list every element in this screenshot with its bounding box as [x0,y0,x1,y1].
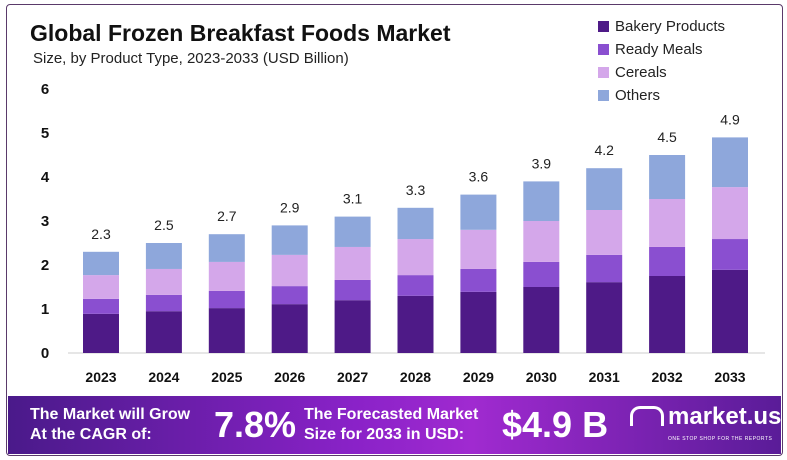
bar-segment-cereals [208,261,245,291]
chart-frame [6,4,783,456]
bar-segment-bakery-products [83,313,119,353]
cagr-label: The Market will Grow At the CAGR of: [30,406,191,443]
footer-banner: The Market will Grow At the CAGR of: 7.8%… [8,396,781,454]
bar-chart: 0 1 2 3 4 5 6 2.3 2023 2.5 2024 2.7 2025 2.9 2026 3.1 20… [41,81,765,385]
bar-segment-cereals [145,268,182,295]
chart-title: Global Frozen Breakfast Foods Market [30,20,451,46]
legend-item-bakery: Bakery Products [598,15,725,38]
x-tick-label: 2024 [148,369,179,385]
y-tick-label: 4 [41,169,50,186]
bar-total-label: 4.9 [720,111,740,127]
legend-swatch [598,67,609,78]
bar-segment-ready-meals [586,254,623,283]
bar-total-label: 2.9 [280,199,300,215]
bar-total-label: 4.5 [657,129,677,145]
bar-segment-others [397,207,434,240]
forecast-label: The Forecasted Market Size for 2033 in US… [304,406,479,443]
legend-item-others: Others [598,84,725,107]
x-tick-label: 2026 [274,369,305,385]
x-tick-label: 2030 [526,369,557,385]
bar-segment-bakery-products [460,291,497,353]
y-tick-label: 3 [41,213,49,230]
bar-segment-bakery-products [334,300,371,353]
x-tick-label: 2032 [652,369,683,385]
bar-segment-ready-meals [460,268,497,292]
market-us-logo: market.us [630,404,781,430]
bar-segment-ready-meals [523,261,560,287]
legend-swatch [598,44,609,55]
bar-total-label: 3.3 [406,182,426,198]
bar-segment-bakery-products [586,282,623,353]
bar-segment-others [460,194,497,230]
bar-total-label: 2.7 [217,208,237,224]
bar-total-label: 4.2 [594,142,614,158]
bar-segment-others [586,168,623,210]
bar-segment-ready-meals [271,286,308,305]
bar-total-label: 2.5 [154,217,174,233]
y-tick-label: 6 [41,81,49,98]
bar-segment-cereals [649,199,686,247]
legend-item-ready-meals: Ready Meals [598,38,725,61]
x-tick-label: 2031 [589,369,620,385]
bar-segment-ready-meals [712,239,748,270]
bar-segment-cereals [271,254,308,287]
bar-total-label: 3.1 [343,191,363,207]
x-tick-label: 2029 [463,369,494,385]
y-tick-label: 1 [41,301,49,318]
bar-segment-cereals [523,221,560,262]
bar-segment-cereals [586,210,623,255]
bar-segment-ready-meals [145,294,182,312]
bar-segment-ready-meals [334,279,371,301]
x-tick-label: 2028 [400,369,431,385]
bar-segment-cereals [712,187,748,240]
bar-segment-bakery-products [649,276,686,353]
bar-segment-others [145,243,182,269]
bar-segment-others [649,155,686,199]
bar-segment-others [712,137,748,188]
bar-segment-ready-meals [649,246,686,276]
y-tick-label: 0 [41,345,49,362]
bar-total-label: 3.9 [532,155,552,171]
y-tick-label: 2 [41,257,49,274]
bar-segment-bakery-products [397,295,434,353]
bar-segment-bakery-products [712,269,748,353]
bar-segment-bakery-products [523,287,560,353]
legend-item-cereals: Cereals [598,61,725,84]
bar-segment-others [523,181,560,221]
bar-segment-cereals [83,275,119,299]
logo-icon [630,406,664,426]
bar-segment-bakery-products [208,308,245,353]
bar-segment-cereals [334,246,371,280]
legend: Bakery Products Ready Meals Cereals Othe… [598,15,725,107]
bar-segment-others [83,251,119,276]
bar-segment-bakery-products [271,304,308,353]
bar-segment-ready-meals [208,290,245,309]
bar-segment-cereals [397,239,434,276]
x-tick-label: 2027 [337,369,368,385]
forecast-value: $4.9 B [502,404,609,445]
bar-segment-bakery-products [145,311,182,353]
bar-segment-others [334,216,371,247]
bar-total-label: 3.6 [469,169,489,185]
x-tick-label: 2033 [714,369,745,385]
y-tick-label: 5 [41,125,49,142]
legend-swatch [598,90,609,101]
bar-segment-cereals [460,229,497,269]
bar-segment-others [271,225,308,255]
legend-swatch [598,21,609,32]
x-tick-label: 2025 [211,369,242,385]
bar-segment-others [208,234,245,262]
bar-total-label: 2.3 [91,226,111,242]
bar-segment-ready-meals [83,298,119,314]
logo-tagline: ONE STOP SHOP FOR THE REPORTS [668,436,773,442]
cagr-value: 7.8% [214,404,297,445]
bar-segment-ready-meals [397,275,434,296]
chart-subtitle: Size, by Product Type, 2023-2033 (USD Bi… [33,50,349,67]
x-tick-label: 2023 [85,369,116,385]
